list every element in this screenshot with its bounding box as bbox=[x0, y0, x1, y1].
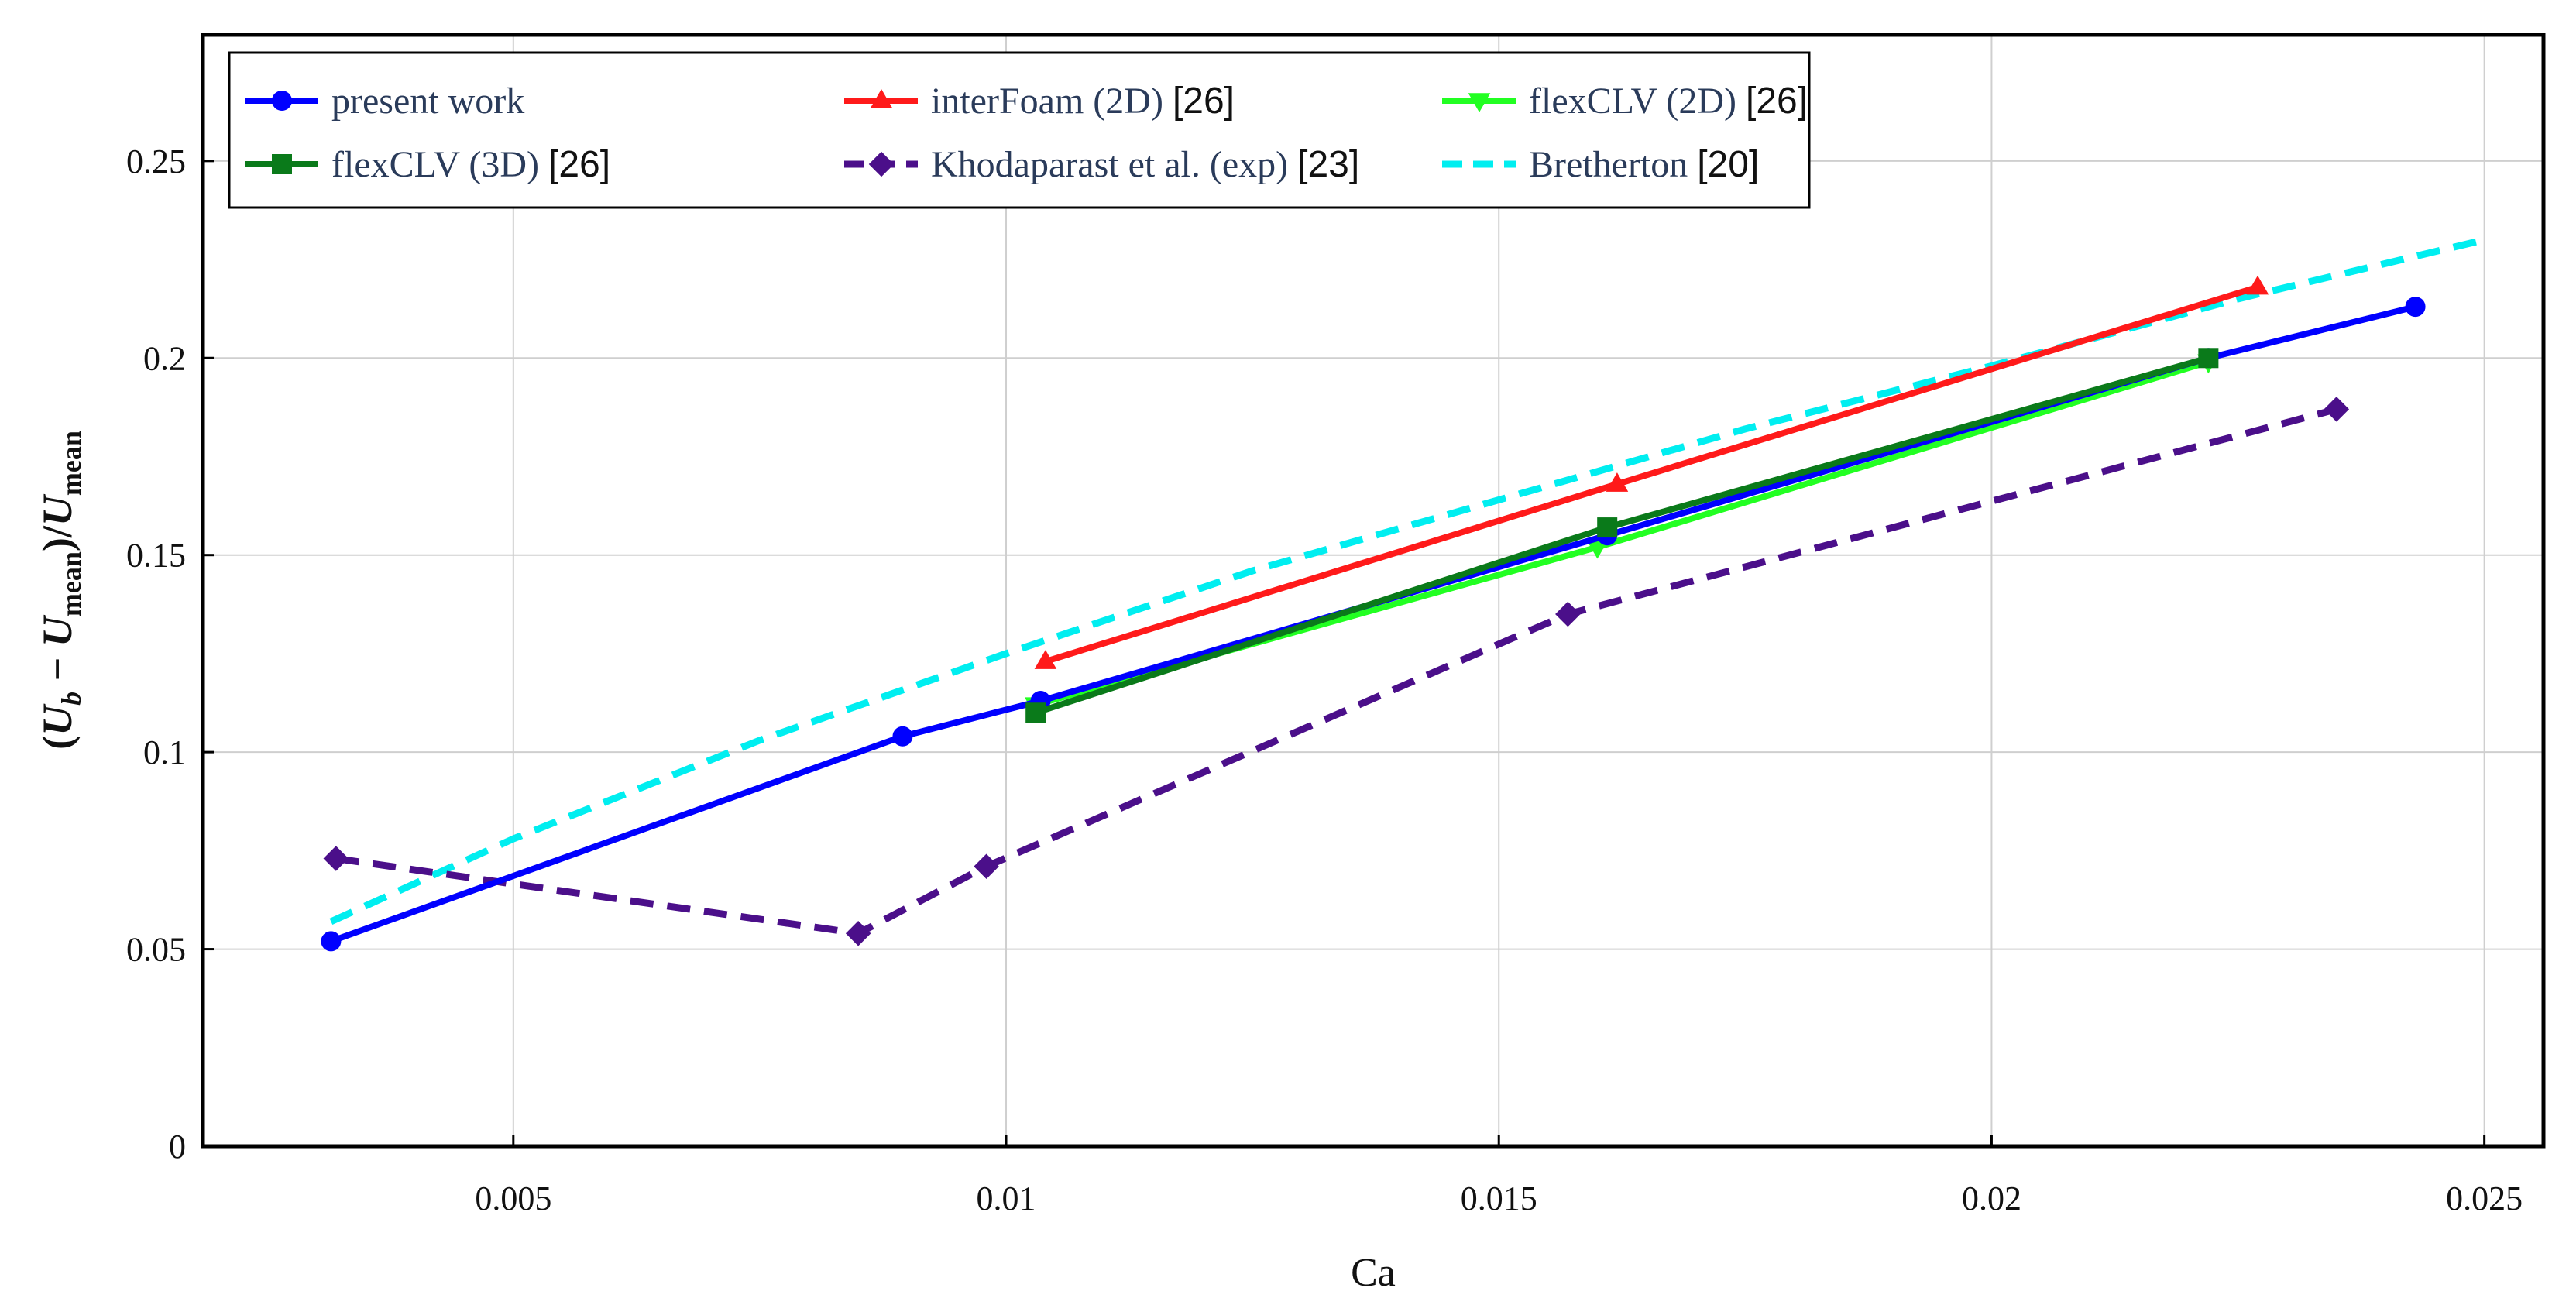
data-point bbox=[2246, 275, 2269, 295]
legend-label: Bretherton [20] bbox=[1529, 144, 1759, 185]
legend-marker bbox=[870, 89, 893, 108]
x-axis-title: Ca bbox=[1351, 1251, 1396, 1295]
legend-item: present work bbox=[245, 81, 524, 122]
legend-marker bbox=[868, 151, 895, 177]
legend-item: Bretherton [20] bbox=[1442, 144, 1759, 185]
svg-text:(Ub − Umean)/Umean: (Ub − Umean)/Umean bbox=[34, 431, 87, 750]
y-tick-label: 0.15 bbox=[126, 537, 186, 575]
data-point bbox=[321, 931, 342, 952]
x-tick-label: 0.02 bbox=[1962, 1180, 2021, 1217]
y-tick-label: 0.1 bbox=[143, 733, 186, 771]
plot-background bbox=[203, 35, 2543, 1146]
legend-item: flexCLV (2D) [26] bbox=[1442, 81, 1808, 122]
data-point bbox=[1597, 517, 1618, 538]
legend-item: Khodaparast et al. (exp) [23] bbox=[844, 144, 1359, 185]
legend-marker bbox=[1468, 93, 1491, 112]
data-point bbox=[1034, 650, 1057, 669]
x-tick-label: 0.015 bbox=[1461, 1180, 1537, 1217]
x-tick-label: 0.025 bbox=[2446, 1180, 2523, 1217]
data-point bbox=[323, 846, 349, 871]
x-tick-label: 0.005 bbox=[475, 1180, 551, 1217]
series-layer bbox=[321, 236, 2485, 952]
legend: present work interFoam (2D) [26] flexCLV (2… bbox=[228, 51, 1811, 209]
data-point bbox=[845, 920, 871, 946]
ylabel-sub3: mean bbox=[56, 431, 87, 496]
ylabel-minus: − bbox=[34, 647, 81, 692]
ylabel-u2: U bbox=[34, 614, 81, 647]
ylabel-u1: U bbox=[34, 703, 81, 736]
data-point bbox=[1606, 472, 1629, 492]
legend-marker bbox=[272, 91, 292, 111]
series-4 bbox=[323, 397, 2350, 946]
series-3 bbox=[1025, 348, 2219, 723]
legend-label: Khodaparast et al. (exp) [23] bbox=[931, 144, 1359, 185]
legend-item: flexCLV (3D) [26] bbox=[245, 144, 610, 185]
data-point bbox=[1025, 702, 1046, 723]
plot-frame bbox=[201, 33, 2546, 1149]
legend-label: present work bbox=[331, 81, 524, 122]
legend-box bbox=[228, 51, 1811, 209]
y-tick-label: 0.25 bbox=[126, 143, 186, 180]
data-point bbox=[2324, 397, 2350, 422]
data-point bbox=[2405, 297, 2426, 318]
series-1 bbox=[1034, 275, 2269, 669]
x-tick-label: 0.01 bbox=[977, 1180, 1036, 1217]
data-point bbox=[1555, 601, 1581, 627]
data-point bbox=[974, 853, 999, 879]
y-axis-title: (Ub − Umean)/Umean bbox=[34, 431, 87, 750]
data-point bbox=[892, 726, 913, 747]
y-tick-label: 0 bbox=[169, 1128, 186, 1166]
y-tick-label: 0.2 bbox=[143, 339, 186, 377]
y-tick-label: 0.05 bbox=[126, 931, 186, 969]
ylabel-close: )/ bbox=[34, 525, 81, 551]
legend-item: interFoam (2D) [26] bbox=[844, 81, 1235, 122]
legend-label: flexCLV (2D) [26] bbox=[1529, 81, 1808, 122]
data-point bbox=[2198, 348, 2219, 369]
ylabel-sub1: b bbox=[56, 692, 87, 706]
ylabel-u3: U bbox=[34, 493, 81, 526]
ylabel-open: ( bbox=[34, 736, 81, 750]
legend-label: interFoam (2D) [26] bbox=[931, 81, 1235, 122]
ticks: 0.005 0.01 0.015 0.02 0.025 0 0.05 0.1 0.15 0.2 0.… bbox=[126, 143, 2523, 1217]
legend-label: flexCLV (3D) [26] bbox=[331, 144, 610, 185]
ylabel-sub2: mean bbox=[56, 551, 87, 616]
legend-marker bbox=[272, 154, 292, 174]
